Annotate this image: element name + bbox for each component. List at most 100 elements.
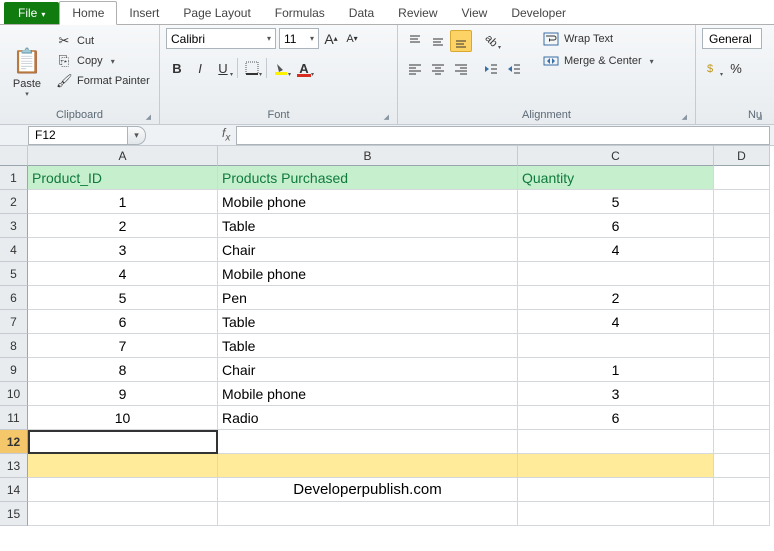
cell[interactable]: 1	[28, 190, 218, 214]
cell[interactable]	[714, 454, 770, 478]
column-header-b[interactable]: B	[218, 146, 518, 166]
cell[interactable]	[218, 454, 518, 478]
cell[interactable]	[714, 238, 770, 262]
cell[interactable]: 10	[28, 406, 218, 430]
cell[interactable]	[518, 454, 714, 478]
cell[interactable]: Mobile phone	[218, 190, 518, 214]
decrease-indent-button[interactable]	[480, 58, 502, 80]
cell[interactable]	[518, 502, 714, 526]
underline-button[interactable]: U	[212, 57, 234, 79]
cell[interactable]: 3	[518, 382, 714, 406]
cell[interactable]: Quantity	[518, 166, 714, 190]
accounting-format-button[interactable]: $	[702, 57, 724, 79]
cell[interactable]	[518, 478, 714, 502]
wrap-text-button[interactable]: Wrap Text	[539, 30, 658, 48]
cell[interactable]: Radio	[218, 406, 518, 430]
orientation-button[interactable]: ab	[480, 30, 502, 52]
cell[interactable]: 3	[28, 238, 218, 262]
cell[interactable]	[518, 262, 714, 286]
tab-home[interactable]: Home	[59, 1, 117, 25]
copy-button[interactable]: ⎘ Copy▾	[54, 52, 152, 70]
cell[interactable]	[714, 262, 770, 286]
align-bottom-button[interactable]	[450, 30, 472, 52]
column-header-d[interactable]: D	[714, 146, 770, 166]
percent-button[interactable]: %	[725, 57, 747, 79]
tab-formulas[interactable]: Formulas	[263, 2, 337, 24]
row-header[interactable]: 9	[0, 358, 28, 382]
italic-button[interactable]: I	[189, 57, 211, 79]
cell[interactable]	[714, 358, 770, 382]
align-top-button[interactable]	[404, 30, 426, 52]
bold-button[interactable]: B	[166, 57, 188, 79]
align-middle-button[interactable]	[427, 30, 449, 52]
tab-review[interactable]: Review	[386, 2, 449, 24]
cell[interactable]: Mobile phone	[218, 382, 518, 406]
grow-font-button[interactable]: A▴	[322, 29, 340, 49]
row-header[interactable]: 5	[0, 262, 28, 286]
increase-indent-button[interactable]	[503, 58, 525, 80]
cell[interactable]	[714, 430, 770, 454]
cell[interactable]: Table	[218, 214, 518, 238]
cell[interactable]	[714, 286, 770, 310]
cell[interactable]	[518, 430, 714, 454]
cell[interactable]: Mobile phone	[218, 262, 518, 286]
cell[interactable]: 2	[518, 286, 714, 310]
cell[interactable]: 6	[28, 310, 218, 334]
row-header[interactable]: 11	[0, 406, 28, 430]
cell[interactable]: Chair	[218, 238, 518, 262]
tab-file[interactable]: File	[4, 2, 59, 24]
cell[interactable]: 5	[518, 190, 714, 214]
cell[interactable]	[714, 334, 770, 358]
spreadsheet-grid[interactable]: ABCD1Product_IDProducts PurchasedQuantit…	[0, 146, 774, 526]
number-format-select[interactable]: General	[702, 28, 762, 49]
row-header[interactable]: 7	[0, 310, 28, 334]
row-header[interactable]: 13	[0, 454, 28, 478]
cell[interactable]	[714, 478, 770, 502]
row-header[interactable]: 15	[0, 502, 28, 526]
name-box-dropdown[interactable]: ▾	[128, 126, 146, 145]
cell[interactable]	[714, 214, 770, 238]
cell[interactable]: 4	[28, 262, 218, 286]
cell[interactable]	[28, 478, 218, 502]
cell[interactable]: 9	[28, 382, 218, 406]
align-right-button[interactable]	[450, 58, 472, 80]
cell[interactable]	[714, 502, 770, 526]
row-header[interactable]: 10	[0, 382, 28, 406]
tab-view[interactable]: View	[450, 2, 500, 24]
cell[interactable]: 7	[28, 334, 218, 358]
fx-icon[interactable]: fx	[216, 126, 236, 143]
cell[interactable]	[28, 430, 218, 454]
column-header-a[interactable]: A	[28, 146, 218, 166]
cell[interactable]	[714, 310, 770, 334]
cell[interactable]	[714, 406, 770, 430]
font-size-select[interactable]: 11▾	[279, 28, 319, 49]
tab-insert[interactable]: Insert	[117, 2, 171, 24]
cell[interactable]: 5	[28, 286, 218, 310]
shrink-font-button[interactable]: A▾	[343, 29, 361, 49]
font-name-select[interactable]: Calibri▾	[166, 28, 276, 49]
cell[interactable]: 4	[518, 310, 714, 334]
cell[interactable]	[28, 502, 218, 526]
row-header[interactable]: 1	[0, 166, 28, 190]
cell[interactable]: Products Purchased	[218, 166, 518, 190]
tab-data[interactable]: Data	[337, 2, 386, 24]
cell[interactable]	[218, 502, 518, 526]
cell[interactable]: Pen	[218, 286, 518, 310]
cell[interactable]: 1	[518, 358, 714, 382]
formula-input[interactable]	[236, 126, 770, 145]
row-header[interactable]: 3	[0, 214, 28, 238]
select-all-corner[interactable]	[0, 146, 28, 166]
cell[interactable]	[28, 454, 218, 478]
cell[interactable]	[518, 334, 714, 358]
column-header-c[interactable]: C	[518, 146, 714, 166]
tab-developer[interactable]: Developer	[499, 2, 578, 24]
row-header[interactable]: 6	[0, 286, 28, 310]
row-header[interactable]: 14	[0, 478, 28, 502]
cell[interactable]: 8	[28, 358, 218, 382]
cell[interactable]: Chair	[218, 358, 518, 382]
row-header[interactable]: 2	[0, 190, 28, 214]
merge-center-button[interactable]: Merge & Center▾	[539, 52, 658, 70]
row-header[interactable]: 4	[0, 238, 28, 262]
name-box[interactable]: F12	[28, 126, 128, 145]
cell[interactable]	[714, 166, 770, 190]
